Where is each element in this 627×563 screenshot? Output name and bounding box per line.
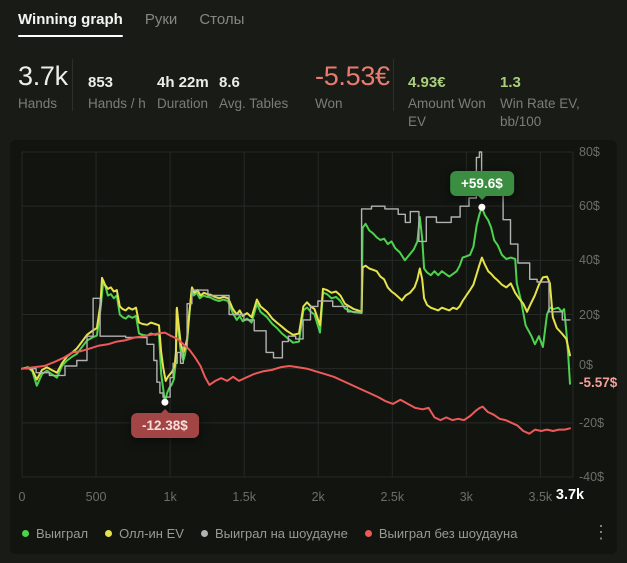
kebab-menu-icon[interactable]: ⋮ <box>592 522 610 542</box>
x-tick-label: 2k <box>311 490 325 504</box>
stat-won: -5.53€ Won <box>315 54 390 113</box>
tab-label: Руки <box>144 11 178 28</box>
stat-hands-per-hour: 853 Hands / h <box>88 54 146 113</box>
max-value-tooltip-text: +59.6$ <box>461 176 503 192</box>
series-line-0 <box>21 206 571 404</box>
series-line-2 <box>21 151 571 398</box>
stat-hands-per-hour-value: 853 <box>88 74 114 91</box>
stat-duration: 4h 22m Duration <box>157 54 209 113</box>
tab-tables[interactable]: Столы <box>199 11 244 28</box>
x-tick-label: 3k <box>459 490 473 504</box>
stat-hands: 3.7k Hands <box>18 54 68 113</box>
min-value-tooltip: -12.38$ <box>131 409 199 439</box>
stat-avg-tables: 8.6 Avg. Tables <box>219 54 288 113</box>
chart-plot-area[interactable] <box>10 140 617 554</box>
x-tick-label: 1.5k <box>232 490 256 504</box>
y-tick-label: -40$ <box>579 470 605 484</box>
tab-label: Winning graph <box>18 11 123 28</box>
x-tick-label: 2.5k <box>380 490 405 504</box>
winning-graph-chart: +59.6$ -12.38$ -5.57$ 0 500 1k 1.5k 2k 2.5k 3k… <box>10 140 617 554</box>
max-value-tooltip: +59.6$ <box>450 171 514 201</box>
series-line-1 <box>21 256 571 382</box>
y-tick-label: 40$ <box>579 253 600 268</box>
legend-item-3[interactable]: Выиграл без шоудауна <box>364 526 518 541</box>
legend-dot <box>200 530 208 537</box>
series-line-3 <box>21 331 571 435</box>
stats-divider <box>393 59 394 111</box>
legend-label: Выиграл на шоудауне <box>214 526 348 541</box>
tab-winning-graph[interactable]: Winning graph <box>18 11 123 37</box>
stat-win-rate-ev: 1.3 Win Rate EV, bb/100 <box>500 54 604 130</box>
y-tick-label: 80$ <box>579 145 600 159</box>
stat-avg-tables-label: Avg. Tables <box>219 96 289 111</box>
x-tick-label: 1k <box>163 490 177 504</box>
min-value-tooltip-text: -12.38$ <box>142 418 188 434</box>
y-tick-label: 20$ <box>579 307 600 322</box>
stats-divider <box>72 59 73 111</box>
current-value-label: -5.57$ <box>579 374 618 390</box>
legend-item-0[interactable]: Выиграл <box>22 526 88 541</box>
x-tick-label: 3.5k <box>528 490 553 504</box>
y-tick-label: -20$ <box>579 415 605 430</box>
stat-win-rate-ev-label: Win Rate EV, bb/100 <box>500 96 580 129</box>
stat-amount-won-ev-value: 4.93€ <box>408 74 446 91</box>
legend-item-2[interactable]: Выиграл на шоудауне <box>200 526 348 541</box>
x-axis-current-label: 3.7k <box>555 487 585 503</box>
tab-hands[interactable]: Руки <box>145 11 177 28</box>
chart-legend: Выиграл Олл-ин EV Выиграл на шоудауне Выигр… <box>22 526 517 541</box>
legend-dot <box>105 530 113 537</box>
legend-dot <box>22 530 29 537</box>
legend-item-1[interactable]: Олл-ин EV <box>105 526 184 541</box>
stat-amount-won-ev: 4.93€ Amount Won EV <box>408 54 498 130</box>
tab-label: Столы <box>199 11 245 28</box>
x-tick-label: 0 <box>18 490 26 504</box>
annotation-marker-dot <box>478 203 486 211</box>
stat-won-label: Won <box>315 96 343 111</box>
tab-bar: Winning graph Руки Столы <box>18 11 244 37</box>
x-tick-label: 500 <box>85 490 107 504</box>
stat-avg-tables-value: 8.6 <box>219 74 240 91</box>
stat-duration-label: Duration <box>157 96 209 111</box>
legend-label: Олл-ин EV <box>119 526 184 541</box>
stat-amount-won-ev-label: Amount Won EV <box>408 96 486 129</box>
legend-label: Выиграл без шоудауна <box>378 526 518 541</box>
annotation-marker-dot <box>161 398 169 406</box>
stat-win-rate-ev-value: 1.3 <box>500 74 521 91</box>
stat-hands-value: 3.7k <box>18 61 68 91</box>
active-tab-underline <box>18 35 123 37</box>
stat-duration-value: 4h 22m <box>157 74 209 91</box>
stat-won-value: -5.53€ <box>315 61 390 91</box>
stat-hands-per-hour-label: Hands / h <box>88 96 146 111</box>
legend-label: Выиграл <box>36 526 89 541</box>
y-tick-label: 0$ <box>579 357 593 372</box>
legend-dot <box>364 530 372 537</box>
stats-bar: 3.7k Hands 853 Hands / h 4h 22m Duration… <box>0 54 627 134</box>
y-tick-label: 60$ <box>579 199 600 214</box>
stat-hands-label: Hands <box>18 96 58 111</box>
